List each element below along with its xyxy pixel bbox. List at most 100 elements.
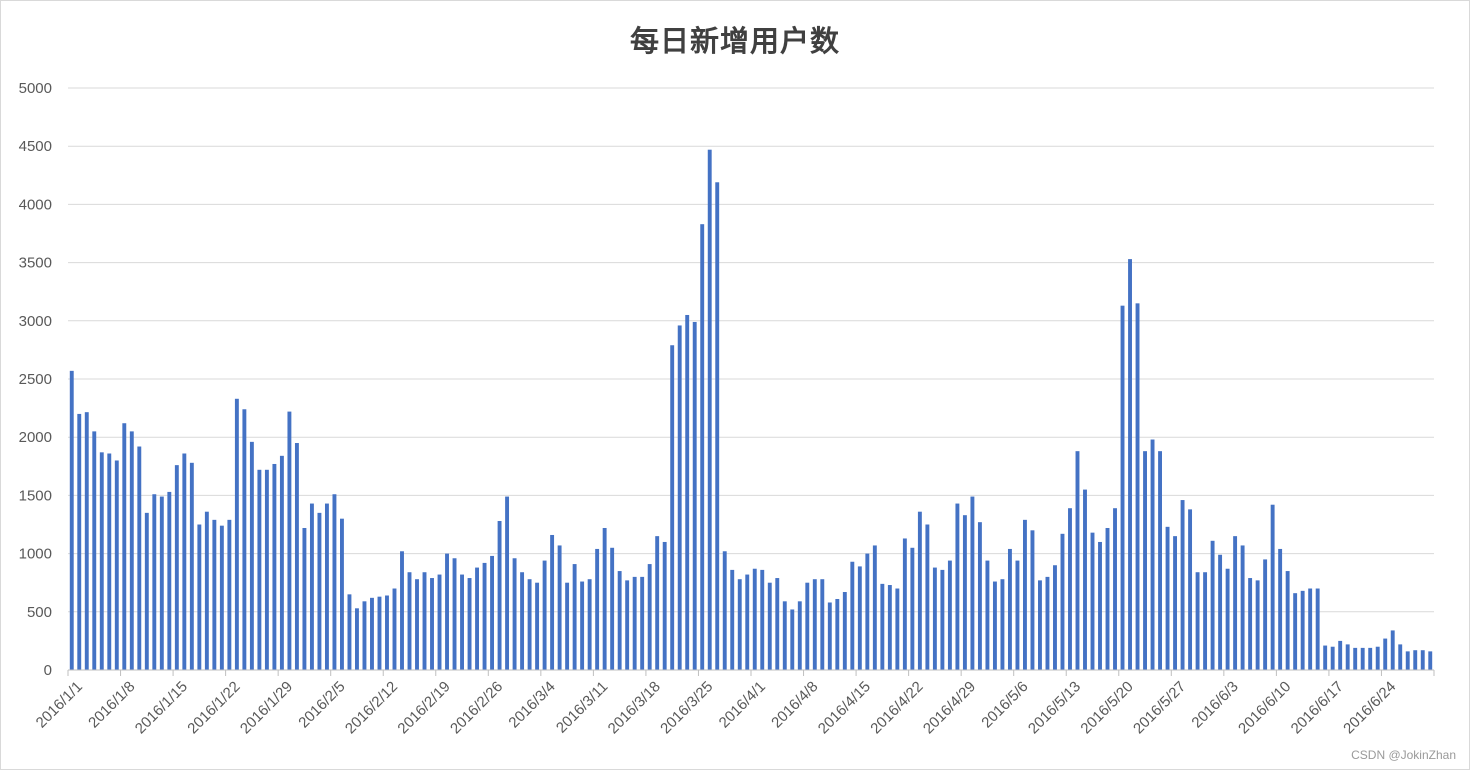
bar	[572, 564, 577, 670]
bar	[400, 551, 404, 670]
x-axis-tick-labels: 2016/1/1 2016/1/82016/1/152016/1/222016/1…	[33, 678, 1400, 737]
bar	[1383, 638, 1388, 670]
bar	[512, 558, 517, 670]
bar	[309, 503, 314, 670]
bar	[1345, 644, 1350, 670]
bar	[1165, 526, 1170, 670]
x-tick-label: 2016/1/22	[184, 678, 243, 737]
bar	[625, 580, 630, 670]
bar	[775, 578, 780, 670]
bar	[760, 569, 765, 670]
bar	[790, 609, 795, 670]
bar	[122, 423, 127, 670]
y-tick-label: 5000	[19, 80, 52, 97]
bar	[722, 551, 727, 670]
bar	[1150, 439, 1155, 670]
bar	[144, 512, 149, 670]
x-tick-label: 2016/3/4	[505, 678, 558, 731]
x-tick-label: 2016/5/20	[1077, 678, 1136, 737]
x-tick-label: 2016/4/15	[815, 678, 874, 737]
bar-series	[69, 149, 1433, 671]
bar	[137, 446, 142, 670]
bar	[279, 455, 284, 670]
x-tick-label: 2016/4/8	[768, 678, 821, 731]
bar	[332, 494, 337, 670]
x-tick-label: 2016/3/18	[605, 678, 664, 737]
bar	[812, 579, 817, 670]
bar	[167, 491, 172, 670]
bar	[685, 314, 690, 670]
bar	[445, 553, 449, 670]
bar	[1293, 593, 1298, 670]
bar	[550, 534, 555, 670]
bar	[1233, 536, 1238, 670]
bar	[1210, 540, 1215, 670]
bar	[467, 578, 472, 670]
bar	[324, 503, 329, 670]
bar	[947, 560, 952, 670]
y-tick-label: 4000	[19, 196, 52, 213]
y-tick-label: 2000	[19, 429, 52, 446]
bar	[1173, 536, 1178, 670]
bar	[745, 574, 750, 670]
x-tick-label: 2016/1/15	[132, 678, 191, 737]
bar	[1420, 650, 1425, 670]
bar	[962, 515, 967, 670]
bar	[940, 569, 945, 670]
bar	[385, 595, 389, 670]
bar	[1428, 651, 1433, 670]
bar	[294, 443, 299, 670]
x-tick-label: 2016/3/25	[657, 678, 716, 737]
bar	[662, 541, 667, 670]
bar	[287, 411, 292, 670]
bar	[1263, 559, 1268, 670]
bar	[1330, 646, 1335, 670]
bar	[1038, 580, 1042, 670]
bar	[1338, 640, 1343, 670]
x-axis	[67, 669, 1435, 676]
bar	[1353, 647, 1358, 670]
bar	[1285, 571, 1290, 670]
bar	[1105, 527, 1110, 670]
bar	[370, 597, 374, 670]
x-tick-label: 2016/6/17	[1288, 678, 1347, 737]
bar	[505, 496, 510, 670]
bar	[437, 574, 442, 670]
bar	[700, 224, 705, 671]
bar	[174, 465, 179, 670]
bar	[910, 547, 915, 670]
bar	[182, 453, 187, 670]
y-tick-label: 4500	[19, 138, 52, 155]
bar	[257, 469, 262, 670]
bar	[1375, 646, 1380, 670]
bar	[670, 345, 675, 670]
bar	[527, 579, 532, 670]
bar	[617, 571, 622, 670]
bar	[977, 522, 982, 670]
bar	[895, 588, 900, 670]
bar	[610, 547, 615, 670]
bar	[1053, 565, 1057, 670]
bar	[647, 564, 652, 670]
x-tick-label: 2016/4/22	[867, 678, 926, 737]
bar	[842, 592, 847, 670]
bar	[1022, 519, 1027, 670]
bar	[902, 538, 907, 670]
chart-title: 每日新增用户数	[629, 24, 840, 58]
y-axis-tick-labels: 0 500 1000 1500 2000 2500 3000 3500 4000 4500 5000	[19, 80, 52, 679]
bar	[415, 579, 419, 670]
bar	[1368, 647, 1373, 670]
x-tick-label: 2016/5/6	[978, 678, 1031, 731]
bar	[535, 582, 540, 670]
bar	[377, 596, 382, 670]
bar	[767, 582, 772, 670]
bar	[129, 431, 134, 670]
bar	[820, 579, 825, 670]
bar	[302, 527, 307, 670]
bar	[392, 588, 397, 670]
bar	[92, 431, 97, 670]
bar	[1300, 590, 1305, 670]
bar	[992, 581, 997, 670]
bar	[1000, 579, 1005, 670]
bar	[632, 576, 637, 670]
